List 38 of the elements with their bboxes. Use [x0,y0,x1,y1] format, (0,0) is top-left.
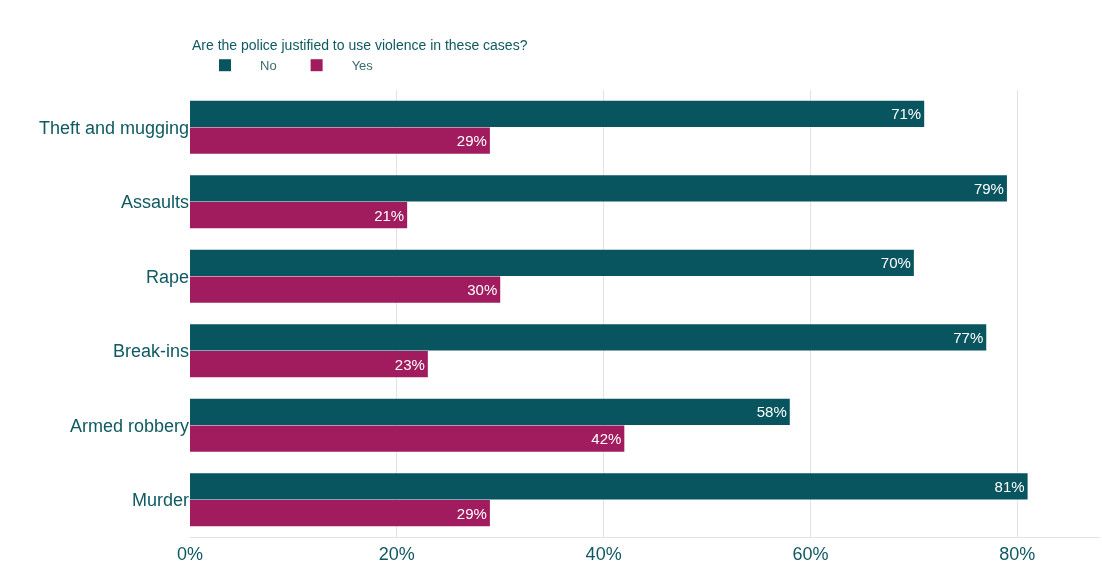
bar [190,276,501,303]
data-label: 77% [953,328,984,346]
bar [190,473,1028,500]
y-tick-label: Break-ins [112,341,189,362]
data-label: 42% [591,430,622,448]
data-label: 21% [374,206,405,224]
legend-label: Yes [351,58,374,74]
data-label: 58% [756,403,787,421]
x-tick-label: 60% [792,543,829,564]
x-tick-label: 0% [176,543,204,564]
bar [190,100,925,127]
data-label: 23% [394,355,425,373]
bar [190,351,428,378]
legend-title: Are the police justified to use violence in these cases? [192,37,528,54]
bar [190,398,790,425]
bar [190,249,914,276]
data-label: 70% [880,254,911,272]
bar [190,202,408,229]
bar [190,425,625,452]
y-tick-label: Armed robbery [69,415,189,436]
y-tick-label: Murder [131,490,189,511]
data-label: 30% [467,281,498,299]
x-tick-label: 80% [999,543,1036,564]
bar [190,175,1007,202]
y-tick-label: Theft and mugging [38,117,189,138]
data-label: 79% [973,179,1004,197]
x-tick-label: 20% [378,543,415,564]
data-label: 29% [456,132,487,150]
legend-label: No [260,58,277,74]
bar [190,324,987,351]
y-tick-label: Assaults [120,192,189,213]
y-tick-label: Rape [145,266,189,287]
data-label: 81% [994,477,1025,495]
bar [190,500,490,527]
bar [190,127,490,154]
x-tick-label: 40% [585,543,622,564]
data-label: 29% [456,504,487,522]
data-label: 71% [891,105,922,123]
